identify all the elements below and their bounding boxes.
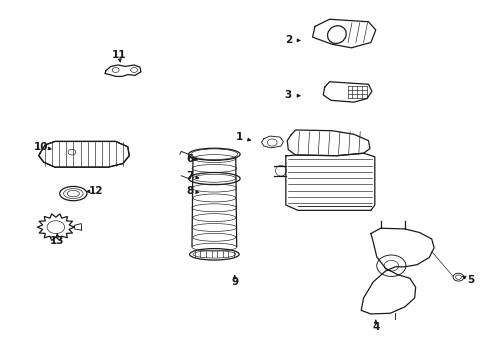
Text: 6: 6 xyxy=(186,154,193,163)
Text: 9: 9 xyxy=(231,277,238,287)
Text: 11: 11 xyxy=(112,50,126,60)
Text: 13: 13 xyxy=(50,236,64,246)
Text: 5: 5 xyxy=(466,275,473,285)
Text: 3: 3 xyxy=(284,90,291,100)
Text: 2: 2 xyxy=(284,35,291,45)
Text: 8: 8 xyxy=(186,186,193,197)
Text: 10: 10 xyxy=(34,142,48,152)
Text: 12: 12 xyxy=(89,186,103,197)
Text: 4: 4 xyxy=(371,322,379,332)
Text: 1: 1 xyxy=(236,132,243,142)
Text: 7: 7 xyxy=(186,171,193,181)
